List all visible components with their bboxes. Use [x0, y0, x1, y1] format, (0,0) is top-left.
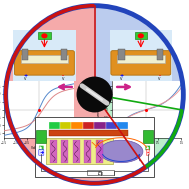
Wedge shape [94, 94, 182, 167]
Circle shape [77, 77, 112, 112]
Wedge shape [6, 6, 146, 183]
Wedge shape [94, 6, 183, 110]
